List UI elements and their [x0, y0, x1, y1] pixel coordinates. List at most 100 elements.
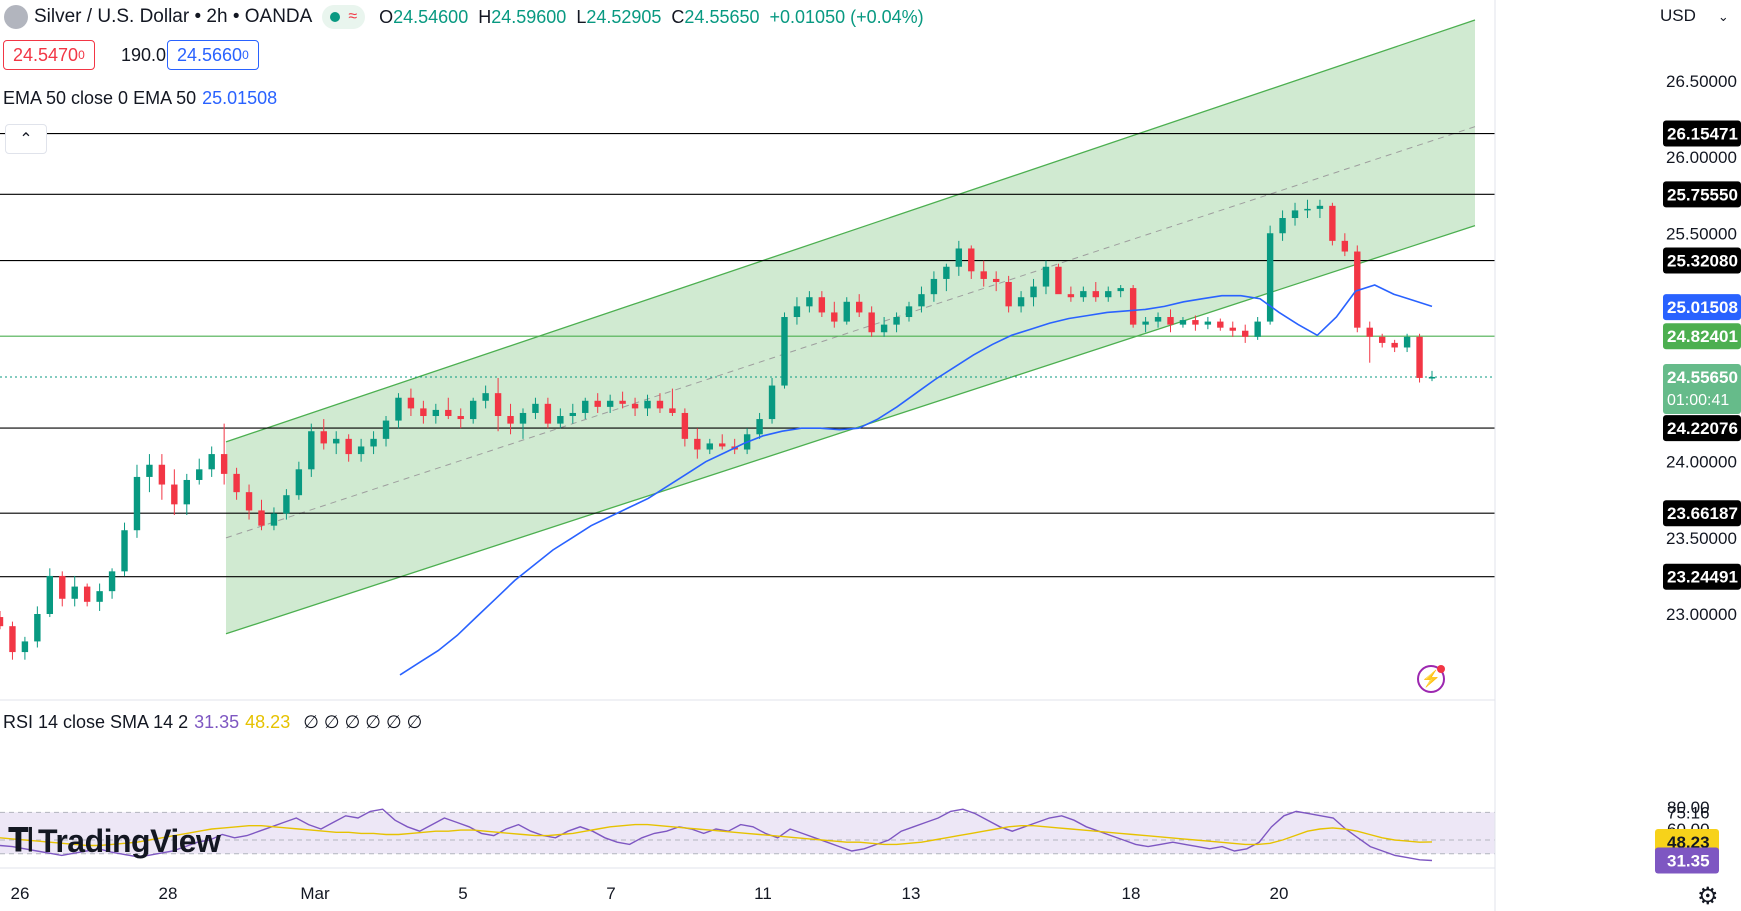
candle-body — [432, 409, 440, 417]
candle — [644, 394, 651, 417]
candle-body — [258, 510, 265, 526]
ema-line — [399, 284, 1433, 676]
candle — [432, 403, 440, 424]
price-tick-label: 26.00000 — [1666, 148, 1737, 167]
candle-body — [457, 416, 464, 420]
currency-selector[interactable]: USD ⌄ — [1660, 6, 1729, 25]
candle — [370, 431, 377, 455]
candle-body — [407, 397, 415, 409]
candle — [532, 397, 539, 420]
candle — [208, 446, 215, 477]
candle — [1142, 317, 1149, 333]
candle-body — [1067, 294, 1075, 298]
candle-body — [1254, 321, 1261, 337]
candle-body — [183, 479, 190, 505]
candle — [146, 454, 153, 493]
ema-legend[interactable]: EMA 50 close 0 EMA 50 25.01508 — [3, 88, 277, 109]
candle-body — [482, 393, 489, 401]
rsi-tag-text: 48.23 — [1667, 833, 1710, 852]
candle — [469, 397, 477, 424]
candle — [1105, 286, 1112, 302]
rsi-legend-label: RSI 14 close SMA 14 2 — [3, 712, 189, 732]
notification-dot — [1437, 665, 1445, 673]
candle — [9, 621, 16, 660]
chevron-up-icon: ⌃ — [19, 131, 33, 148]
candle — [1192, 315, 1199, 331]
level-tag-text: 24.82401 — [1667, 327, 1738, 346]
candle — [980, 260, 987, 287]
candle-body — [1242, 330, 1249, 337]
candle-body — [1291, 210, 1299, 219]
wave-icon: ≈ — [348, 8, 358, 25]
candle-body — [519, 412, 527, 424]
candle — [793, 297, 801, 325]
candle — [856, 294, 863, 318]
candle — [1129, 285, 1137, 328]
candle-body — [756, 419, 763, 435]
candle-body — [806, 297, 813, 307]
sell-price-button[interactable]: 24.5470 0 — [3, 40, 95, 70]
candle — [46, 568, 54, 618]
candle-body — [83, 586, 91, 602]
candle-body — [1192, 320, 1199, 325]
market-status-pill[interactable]: ≈ — [322, 5, 366, 29]
ema-line-group — [399, 284, 1433, 676]
candle-body — [59, 575, 66, 599]
candle — [930, 271, 938, 302]
time-tick-label: 20 — [1270, 884, 1289, 903]
candle — [158, 454, 166, 500]
rsi-legend[interactable]: RSI 14 close SMA 14 2 31.35 48.23 ∅ ∅ ∅ ∅ … — [3, 712, 422, 733]
settings-icon[interactable]: ⚙ — [1697, 883, 1719, 910]
candle — [594, 393, 601, 413]
symbol-title[interactable]: Silver / U.S. Dollar • 2h • OANDA — [34, 6, 313, 27]
candle — [943, 263, 950, 292]
candle-body — [1179, 320, 1187, 325]
candle — [519, 408, 527, 439]
candle-body — [831, 312, 838, 322]
candle-body — [196, 469, 203, 480]
buy-price-button[interactable]: 24.5660 0 — [167, 40, 259, 70]
level-tag-text: 23.66187 — [1667, 504, 1738, 523]
candle — [706, 438, 713, 455]
candle — [320, 419, 327, 450]
price-axis[interactable]: 23.0000023.5000024.0000024.5000025.00000… — [1494, 0, 1741, 911]
candle — [1329, 202, 1336, 246]
ema-tag-bg — [1663, 294, 1741, 321]
candle-body — [818, 297, 826, 313]
candle-body — [1304, 208, 1311, 211]
lightning-icon[interactable]: ⚡ — [1417, 665, 1445, 693]
ema-legend-label: EMA 50 close 0 EMA 50 — [3, 88, 197, 108]
candle-body — [308, 431, 315, 470]
time-axis[interactable]: 26 28 Mar 5 7 11 13 18 20 — [0, 867, 1495, 903]
collapse-legend-button[interactable]: ⌃ — [5, 124, 47, 154]
candle — [582, 397, 589, 420]
candle — [756, 412, 763, 439]
price-tick-label: 23.50000 — [1666, 529, 1737, 548]
candle — [395, 393, 402, 429]
candle-body — [34, 614, 41, 642]
tradingview-logo[interactable]: 𝐓❘ TradingView — [8, 822, 221, 860]
candle — [270, 507, 278, 531]
candle-body — [544, 403, 552, 424]
candle — [656, 393, 664, 413]
rsi-sma-legend-value: 48.23 — [245, 712, 291, 732]
candle — [21, 636, 29, 660]
level-tag-text: 26.15471 — [1667, 125, 1738, 144]
candle — [955, 240, 963, 276]
candle — [544, 397, 552, 429]
candle — [569, 403, 576, 424]
candle-body — [1329, 205, 1336, 241]
candle-body — [706, 443, 713, 450]
candle — [357, 438, 365, 462]
candle — [258, 499, 265, 531]
candle-body — [1217, 321, 1224, 328]
candle — [1354, 245, 1361, 333]
candle-body — [1017, 297, 1025, 307]
rsi-tag-bg — [1655, 847, 1719, 874]
candle-body — [357, 446, 365, 455]
candle-body — [619, 400, 626, 404]
candle-body — [968, 248, 975, 272]
price-channel — [225, 19, 1476, 635]
candle-body — [108, 571, 116, 592]
